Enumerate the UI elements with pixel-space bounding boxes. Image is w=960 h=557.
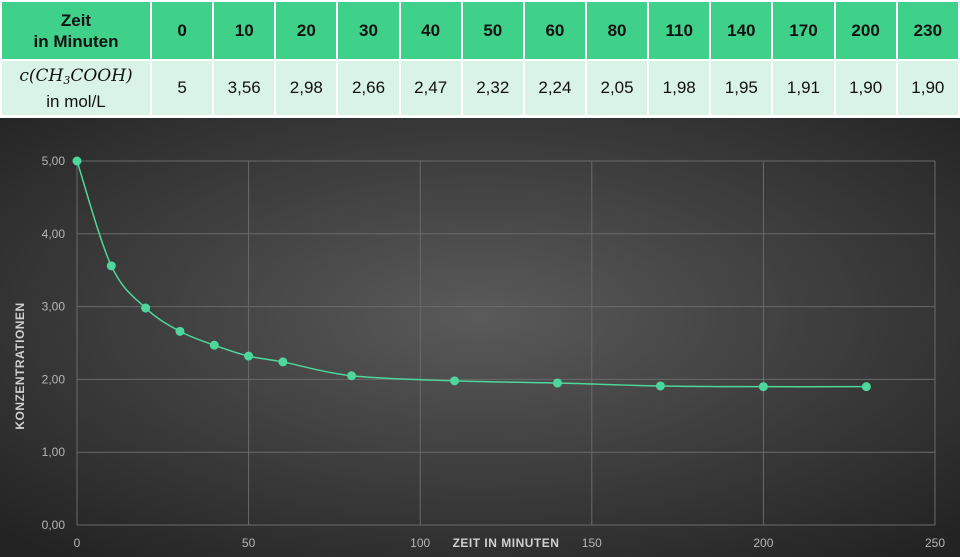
data-point: [278, 357, 288, 367]
time-cell: 110: [647, 0, 712, 61]
chart-background: [0, 118, 960, 557]
data-point: [72, 156, 82, 166]
x-tick-label: 100: [410, 536, 430, 550]
y-tick-label: 3,00: [42, 300, 66, 314]
concentration-cell: 1,90: [833, 59, 898, 117]
concentration-cell: 2,32: [460, 59, 525, 117]
time-cell: 10: [212, 0, 277, 61]
x-tick-label: 200: [753, 536, 773, 550]
concentration-cell: 3,56: [212, 59, 277, 117]
concentration-cell: 1,90: [895, 59, 960, 117]
concentration-cell: 2,05: [584, 59, 650, 117]
concentration-cell: 5: [149, 59, 215, 117]
grid: [76, 160, 936, 526]
data-table: Zeit in Minuten 0 10 20 30 40 50 60 80 110 140 170…: [0, 0, 960, 117]
concentration-cell: 2,24: [522, 59, 587, 117]
time-cell: 0: [149, 0, 215, 61]
time-cell: 40: [398, 0, 463, 61]
data-point: [347, 371, 357, 381]
time-cell: 200: [833, 0, 898, 61]
x-tick-label: 0: [74, 536, 81, 550]
time-cell: 80: [584, 0, 650, 61]
data-point: [244, 351, 254, 361]
time-cell: 140: [709, 0, 774, 61]
data-points: [72, 156, 871, 392]
x-axis-title: ZEIT IN MINUTEN: [453, 536, 560, 550]
time-label-line1: Zeit: [60, 10, 92, 30]
time-row: Zeit in Minuten 0 10 20 30 40 50 60 80 110 140 170…: [0, 0, 960, 61]
data-point: [861, 382, 871, 392]
y-axis-title: KONZENTRATIONEN: [13, 302, 27, 429]
time-cell: 230: [895, 0, 960, 61]
time-cell: 50: [460, 0, 525, 61]
x-tick-label: 250: [925, 536, 945, 550]
formula: c(CH3COOH): [19, 65, 133, 87]
concentration-cell: 2,66: [336, 59, 401, 117]
y-tick-label: 1,00: [42, 445, 66, 459]
time-cell: 20: [274, 0, 339, 61]
time-cell: 30: [336, 0, 401, 61]
concentration-cell: 2,47: [398, 59, 463, 117]
tick-labels: 0,00 1,00 2,00 3,00 4,00 5,00 0 50 100 150 200 250: [42, 154, 946, 550]
concentration-row: c(CH3COOH) in mol/L 5 3,56 2,98 2,66 2,47 2,3…: [0, 59, 960, 117]
data-point: [106, 261, 116, 271]
data-point: [552, 378, 562, 388]
time-cell: 60: [522, 0, 587, 61]
data-point: [141, 303, 151, 313]
data-point: [758, 382, 768, 392]
time-label-line2: in Minuten: [33, 31, 119, 51]
y-tick-label: 4,00: [42, 227, 66, 241]
concentration-cell: 1,98: [647, 59, 712, 117]
time-cell: 170: [771, 0, 836, 61]
x-tick-label: 150: [582, 536, 602, 550]
chart: 0,001,002,003,004,005,000 50 100 150 200 250 …: [0, 118, 960, 557]
data-point: [209, 340, 219, 350]
formula-subscript: 3: [63, 73, 71, 87]
concentration-cell: 1,95: [709, 59, 774, 117]
y-tick-label: 5,00: [42, 154, 66, 168]
concentration-cell: 2,98: [274, 59, 339, 117]
y-tick-label: 2,00: [42, 372, 66, 386]
concentration-cell: 1,91: [771, 59, 836, 117]
x-tick-label: 50: [242, 536, 256, 550]
time-row-label: Zeit in Minuten: [0, 0, 152, 61]
y-tick-label: 0,00: [42, 518, 66, 532]
formula-part: COOH): [70, 65, 133, 86]
concentration-unit: in mol/L: [46, 91, 106, 111]
data-point: [655, 381, 665, 391]
data-point: [450, 376, 460, 386]
data-point: [175, 326, 185, 336]
formula-part: c(CH: [19, 65, 64, 86]
concentration-row-label: c(CH3COOH) in mol/L: [0, 59, 152, 117]
